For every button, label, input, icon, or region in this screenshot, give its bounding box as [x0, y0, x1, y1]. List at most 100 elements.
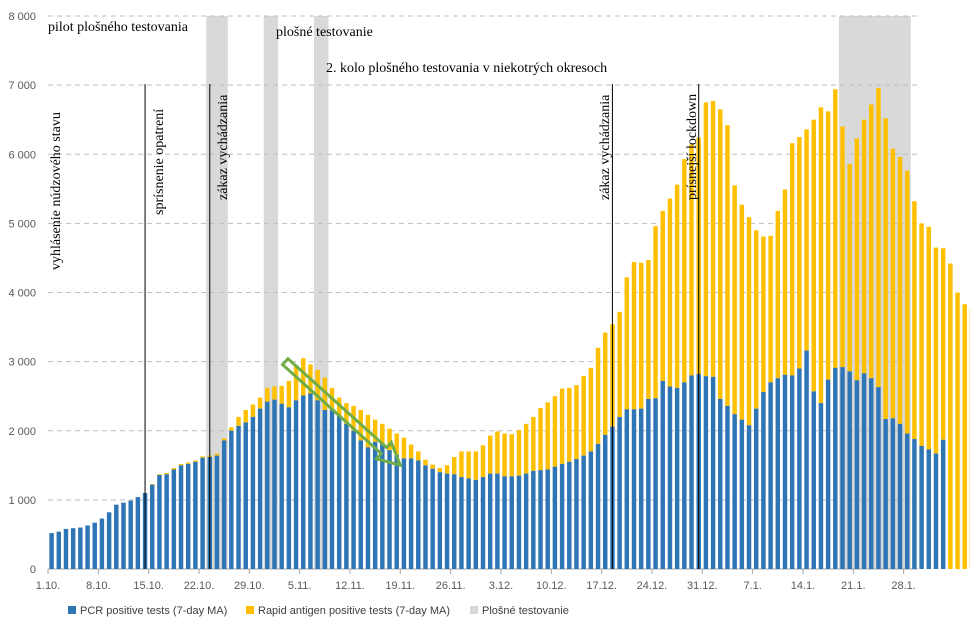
bar-rapid-antigen	[301, 358, 306, 396]
bar-pcr	[933, 453, 939, 569]
bar-rapid-antigen	[214, 453, 220, 456]
bar-pcr	[753, 408, 759, 569]
bar-rapid-antigen	[962, 304, 967, 569]
bar-pcr	[394, 454, 399, 569]
x-tick-label: 22.10.	[184, 580, 215, 592]
x-tick-label: 7.1.	[743, 580, 761, 592]
bar-rapid-antigen	[646, 260, 651, 399]
bar-rapid-antigen	[775, 210, 781, 379]
annotation-vertical: zákaz vychádzania	[216, 94, 231, 200]
bar-rapid-antigen	[157, 474, 162, 475]
x-tick-label: 29.10.	[234, 580, 265, 592]
bar-rapid-antigen	[660, 210, 665, 381]
bar-rapid-antigen	[250, 404, 256, 417]
bar-pcr	[674, 387, 680, 569]
bar-rapid-antigen	[437, 468, 443, 473]
bar-pcr	[545, 469, 550, 569]
bar-pcr	[193, 461, 198, 569]
bar-rapid-antigen	[495, 431, 500, 474]
bar-pcr	[293, 400, 299, 569]
bar-pcr	[818, 403, 824, 569]
bar-pcr	[372, 441, 378, 569]
annotation: 2. kolo plošného testovania v niekotrých…	[326, 61, 607, 76]
legend-label: PCR positive tests (7-day MA)	[80, 605, 227, 617]
bar-pcr	[487, 473, 493, 569]
bar-pcr	[509, 476, 514, 569]
bar-pcr	[552, 466, 558, 569]
bar-rapid-antigen	[897, 157, 903, 424]
bar-pcr	[624, 409, 630, 569]
bar-rapid-antigen	[509, 434, 514, 477]
annotation: pilot plošného testovania	[48, 20, 189, 35]
bar-rapid-antigen	[430, 464, 435, 469]
bar-rapid-antigen	[387, 428, 392, 451]
bar-pcr	[85, 525, 90, 569]
bar-pcr	[344, 423, 349, 569]
bar-pcr	[782, 374, 788, 569]
bar-pcr	[452, 474, 457, 569]
bar-pcr	[387, 450, 392, 569]
bar-rapid-antigen	[883, 118, 888, 419]
bar-rapid-antigen	[840, 126, 845, 368]
bar-pcr	[351, 430, 356, 569]
bar-pcr	[538, 470, 543, 569]
legend-swatch	[246, 606, 254, 614]
bar-rapid-antigen	[487, 435, 493, 474]
bar-pcr	[56, 531, 62, 569]
bar-pcr	[703, 376, 709, 569]
x-tick-label: 15.10.	[133, 580, 164, 592]
bars	[49, 87, 970, 569]
annotation-vertical: zákaz vychádzania	[598, 94, 613, 200]
bar-rapid-antigen	[847, 163, 852, 372]
bar-rapid-antigen	[265, 387, 270, 402]
bar-pcr	[315, 400, 320, 569]
bar-rapid-antigen	[452, 457, 457, 475]
bar-rapid-antigen	[682, 159, 687, 383]
bar-pcr	[329, 410, 335, 569]
bar-rapid-antigen	[689, 144, 694, 376]
bar-pcr	[437, 472, 443, 569]
bar-pcr	[322, 410, 328, 569]
bar-pcr	[768, 382, 773, 569]
bar-rapid-antigen	[523, 423, 529, 474]
bar-pcr	[847, 371, 852, 569]
bar-rapid-antigen	[638, 262, 644, 409]
bar-rapid-antigen	[459, 451, 464, 478]
bar-pcr	[416, 460, 421, 569]
bar-rapid-antigen	[818, 107, 824, 404]
bar-rapid-antigen	[926, 226, 932, 450]
bar-rapid-antigen	[667, 198, 673, 387]
bar-pcr	[265, 401, 270, 569]
bar-rapid-antigen	[272, 386, 277, 400]
bar-rapid-antigen	[581, 376, 586, 456]
x-tick-label: 10.12.	[536, 580, 567, 592]
x-tick-label: 26.11.	[436, 580, 466, 592]
bar-pcr	[904, 433, 910, 569]
bar-pcr	[430, 468, 435, 569]
bar-rapid-antigen	[890, 148, 896, 419]
bar-pcr	[811, 391, 816, 569]
bar-pcr	[459, 477, 464, 569]
bar-pcr	[761, 392, 766, 569]
x-tick-label: 14.1.	[791, 580, 815, 592]
bar-rapid-antigen	[193, 460, 198, 462]
annotation-vertical: sprísnenie opatrení	[152, 109, 167, 215]
bar-pcr	[667, 386, 673, 569]
x-tick-label: 21.1.	[841, 580, 865, 592]
bar-rapid-antigen	[286, 380, 292, 408]
bar-rapid-antigen	[948, 263, 953, 569]
bar-rapid-antigen	[394, 433, 399, 455]
bar-rapid-antigen	[940, 248, 946, 440]
bar-pcr	[523, 473, 529, 569]
bar-rapid-antigen	[595, 347, 601, 444]
y-tick-label: 0	[30, 564, 36, 576]
bar-rapid-antigen	[854, 138, 860, 381]
bar-rapid-antigen	[236, 416, 241, 426]
x-tick-label: 3.12.	[489, 580, 513, 592]
bar-pcr	[638, 408, 644, 569]
bar-pcr	[257, 408, 263, 569]
bar-rapid-antigen	[710, 101, 716, 377]
x-tick-label: 28.1.	[891, 580, 915, 592]
bar-pcr	[876, 387, 881, 569]
x-tick-labels: 1.10. 8.10. 15.10. 22.10. 29.10. 5.11. 12.11. 1…	[36, 569, 916, 592]
